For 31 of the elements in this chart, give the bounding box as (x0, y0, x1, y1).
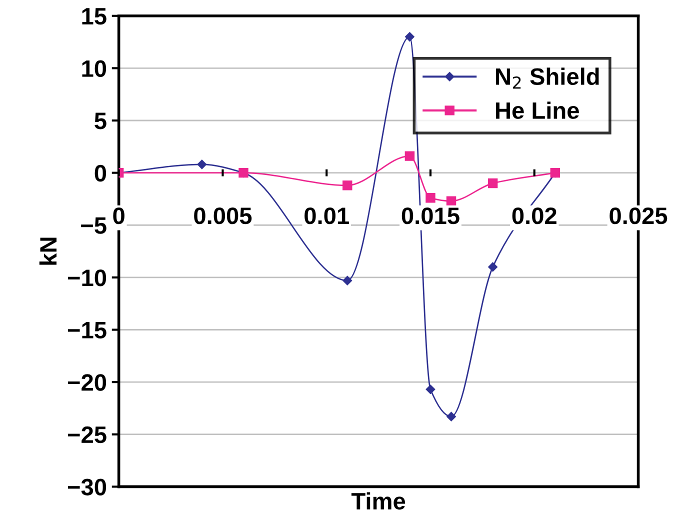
y-tick-label: 5 (94, 112, 106, 130)
y-tick-label: −25 (68, 426, 106, 444)
point (342, 180, 352, 190)
x-axis-title: Time (351, 492, 406, 510)
point (404, 151, 415, 161)
y-tick-label: −10 (68, 270, 106, 286)
point (197, 160, 207, 170)
point (446, 412, 456, 422)
point (342, 276, 352, 286)
y-tick-label: 15 (82, 8, 106, 25)
x-tick-label: 0 (113, 207, 124, 224)
point (446, 196, 456, 206)
y-tick-label: −20 (68, 374, 106, 391)
y-tick-label: −5 (81, 217, 106, 234)
point (405, 32, 414, 42)
y-tick-label: 10 (82, 60, 106, 77)
y-tick-label: −30 (68, 478, 106, 496)
point (488, 262, 498, 272)
point (426, 384, 436, 394)
x-tick-label: 0.025 (610, 207, 668, 224)
x-tick-label: 0.01 (304, 207, 349, 224)
y-tick-label: −15 (68, 322, 106, 339)
point (488, 178, 498, 188)
point (426, 193, 436, 203)
x-tick-label: 0.02 (512, 207, 556, 224)
x-tick-label: 0.005 (194, 207, 252, 224)
legend-label: N$_{2}$ Shield (496, 68, 599, 89)
x-tick-label: 0.015 (402, 207, 460, 224)
legend-label: He Line (496, 102, 579, 119)
y-axis-title: kN (39, 238, 57, 265)
y-tick-label: 0 (94, 164, 106, 182)
